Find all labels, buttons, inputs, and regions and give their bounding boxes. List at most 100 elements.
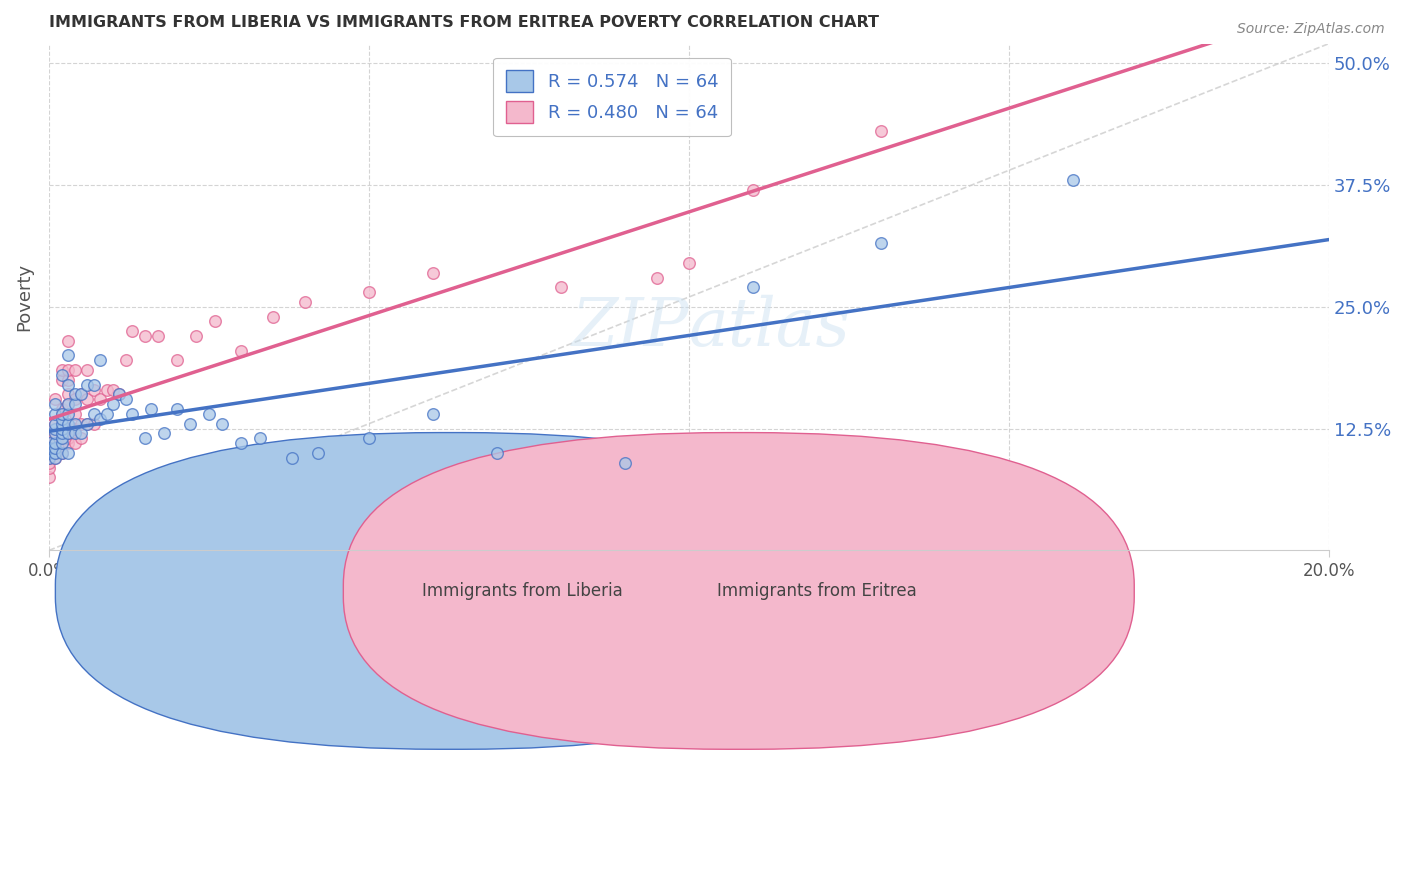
Point (204, 314, 226, 328)
Point (108, 387, 131, 401)
Point (70, 417, 93, 431)
Point (262, 310, 284, 324)
Point (96, 407, 118, 421)
Point (63, 407, 86, 421)
Point (56, 446, 79, 460)
Point (56, 417, 79, 431)
Point (38, 450, 60, 465)
Point (357, 431, 380, 445)
Text: Immigrants from Eritrea: Immigrants from Eritrea (717, 582, 917, 600)
Point (38, 470, 60, 484)
Point (56, 377, 79, 392)
Point (38, 460, 60, 475)
Point (114, 392, 136, 407)
Point (38, 436, 60, 450)
Point (146, 329, 169, 343)
Point (869, 124, 891, 138)
Point (198, 407, 221, 421)
Point (51, 407, 73, 421)
Text: atlas: atlas (689, 294, 851, 360)
Point (44, 446, 66, 460)
Point (56, 387, 79, 401)
Point (134, 431, 156, 445)
Point (63, 417, 86, 431)
Point (153, 426, 176, 441)
Point (56, 431, 79, 445)
Point (56, 334, 79, 348)
Text: Source: ZipAtlas.com: Source: ZipAtlas.com (1237, 22, 1385, 37)
Point (56, 407, 79, 421)
Point (357, 285, 380, 300)
Legend: R = 0.574   N = 64, R = 0.480   N = 64: R = 0.574 N = 64, R = 0.480 N = 64 (494, 58, 731, 136)
Point (70, 426, 93, 441)
Point (44, 392, 66, 407)
Point (44, 436, 66, 450)
Point (83, 377, 105, 392)
FancyBboxPatch shape (55, 433, 846, 749)
Point (741, 280, 763, 294)
Point (63, 426, 86, 441)
Point (869, 236, 891, 251)
Point (70, 387, 93, 401)
Point (229, 436, 252, 450)
Point (51, 407, 73, 421)
Point (83, 383, 105, 397)
Point (56, 363, 79, 377)
Point (44, 431, 66, 445)
Point (44, 417, 66, 431)
Point (51, 431, 73, 445)
Point (422, 407, 444, 421)
Point (166, 353, 188, 368)
Point (179, 417, 201, 431)
Point (121, 324, 143, 338)
Point (51, 426, 73, 441)
Point (38, 446, 60, 460)
Point (44, 426, 66, 441)
Point (63, 397, 86, 411)
Point (51, 421, 73, 435)
Point (44, 397, 66, 411)
Point (44, 417, 66, 431)
Point (56, 397, 79, 411)
Point (51, 412, 73, 426)
FancyBboxPatch shape (343, 433, 1135, 749)
Text: IMMIGRANTS FROM LIBERIA VS IMMIGRANTS FROM ERITREA POVERTY CORRELATION CHART: IMMIGRANTS FROM LIBERIA VS IMMIGRANTS FR… (49, 15, 879, 30)
Point (51, 417, 73, 431)
Point (76, 377, 98, 392)
Point (70, 387, 93, 401)
Point (44, 450, 66, 465)
Point (56, 417, 79, 431)
Text: Immigrants from Liberia: Immigrants from Liberia (422, 582, 623, 600)
Point (44, 441, 66, 455)
Point (51, 446, 73, 460)
Point (166, 402, 188, 417)
Point (134, 329, 156, 343)
Point (56, 426, 79, 441)
Point (38, 446, 60, 460)
Point (294, 294, 316, 309)
Point (51, 363, 73, 377)
Point (44, 426, 66, 441)
Point (613, 456, 636, 470)
Point (44, 421, 66, 435)
Point (281, 450, 304, 465)
Point (1062, 173, 1084, 187)
Point (38, 441, 60, 455)
Point (51, 402, 73, 417)
Point (56, 397, 79, 411)
Point (63, 436, 86, 450)
Point (56, 349, 79, 363)
Point (76, 417, 98, 431)
Point (76, 363, 98, 377)
Point (76, 417, 98, 431)
Point (96, 383, 118, 397)
Point (44, 450, 66, 465)
Point (307, 446, 329, 460)
Y-axis label: Poverty: Poverty (15, 263, 32, 331)
Point (70, 431, 93, 445)
Point (51, 373, 73, 387)
Point (44, 436, 66, 450)
Point (645, 270, 668, 285)
Point (101, 383, 124, 397)
Point (229, 343, 252, 358)
